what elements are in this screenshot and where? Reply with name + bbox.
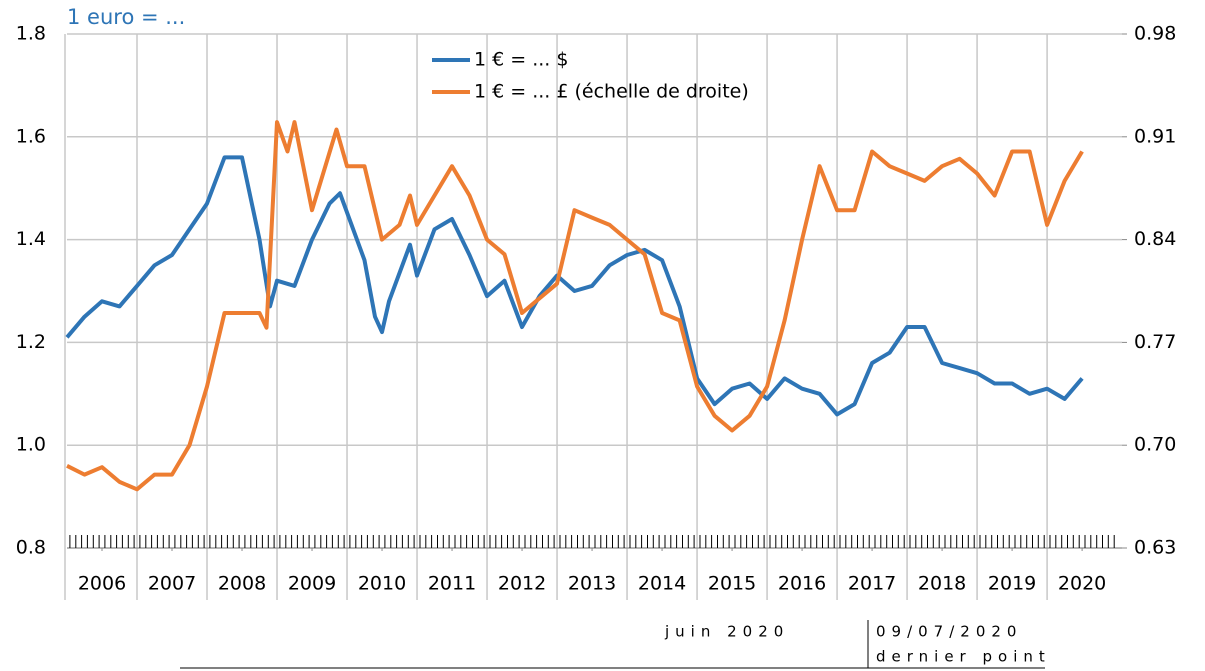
y2-tick-label: 0.70 xyxy=(1134,434,1176,456)
y2-tick-label: 0.63 xyxy=(1134,537,1176,559)
footer-note: dernier point xyxy=(876,648,1051,666)
x-tick-label: 2015 xyxy=(708,573,756,595)
y-tick-label: 1.6 xyxy=(16,125,46,147)
minor-ticks xyxy=(69,535,1115,548)
y2-tick-label: 0.98 xyxy=(1134,23,1176,45)
x-tick-label: 2020 xyxy=(1058,573,1106,595)
x-tick-label: 2019 xyxy=(988,573,1036,595)
series-line xyxy=(66,120,1084,492)
x-tick-label: 2014 xyxy=(638,573,686,595)
y2-tick-label: 0.77 xyxy=(1134,331,1176,353)
y-tick-label: 1.0 xyxy=(16,434,46,456)
x-tick-label: 2012 xyxy=(498,573,546,595)
x-tick-label: 2008 xyxy=(218,573,266,595)
legend-label: 1 € = ... $ xyxy=(474,49,568,71)
x-tick-label: 2013 xyxy=(568,573,616,595)
y-tick-label: 1.8 xyxy=(16,23,46,45)
y2-tick-label: 0.91 xyxy=(1134,125,1176,147)
x-tick-label: 2009 xyxy=(288,573,336,595)
x-tick-label: 2011 xyxy=(428,573,476,595)
legend-label: 1 € = ... £ (échelle de droite) xyxy=(474,81,749,103)
y-tick-label: 0.8 xyxy=(16,537,46,559)
x-tick-label: 2007 xyxy=(148,573,196,595)
series-line xyxy=(65,155,1084,417)
footer-date: 09/07/2020 xyxy=(876,623,1022,641)
x-tick-label: 2018 xyxy=(918,573,966,595)
y-tick-label: 1.4 xyxy=(16,228,46,250)
chart-title: 1 euro = ... xyxy=(67,5,185,29)
footer-period: juin 2020 xyxy=(664,623,789,641)
x-tick-label: 2017 xyxy=(848,573,896,595)
y2-tick-label: 0.84 xyxy=(1134,228,1176,250)
y-tick-label: 1.2 xyxy=(16,331,46,353)
x-tick-label: 2010 xyxy=(358,573,406,595)
x-tick-label: 2016 xyxy=(778,573,826,595)
x-tick-label: 2006 xyxy=(78,573,126,595)
